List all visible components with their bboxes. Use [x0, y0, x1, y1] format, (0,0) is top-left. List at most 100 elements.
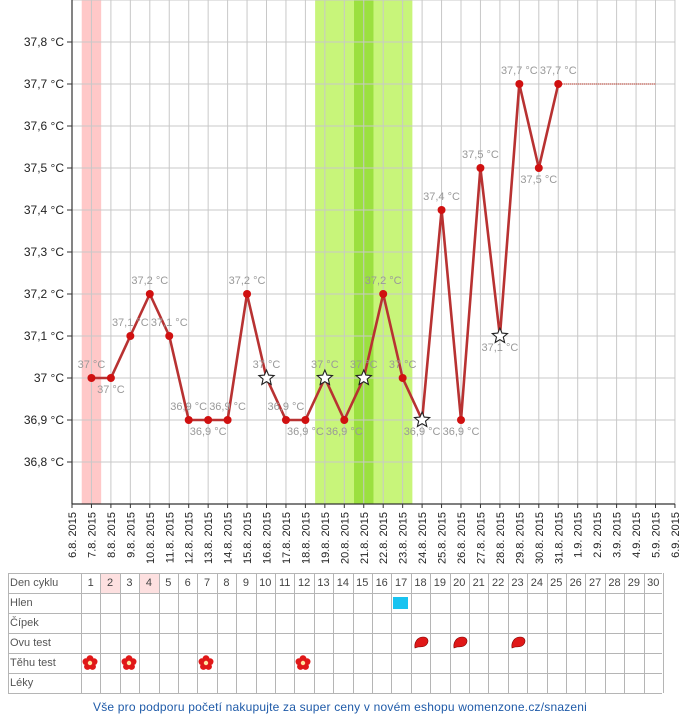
y-tick-label: 37,1 °C — [24, 329, 64, 343]
data-point — [437, 206, 446, 214]
day-number[interactable]: 27 — [588, 577, 602, 589]
table-vline — [566, 573, 567, 693]
bbt-chart: 37,8 °C 37,7 °C 37,6 °C 37,5 °C 37,4 °C 37,3 … — [24, 0, 680, 564]
table-vline — [275, 573, 276, 693]
day-number[interactable]: 23 — [511, 577, 524, 589]
data-point — [126, 332, 135, 340]
pregnancy-test-icon — [198, 655, 214, 676]
data-point-star — [315, 368, 334, 386]
x-tick-label: 7.8. 2015 — [86, 512, 98, 558]
data-label: 37,2 °C — [365, 275, 402, 287]
day-number[interactable]: 18 — [414, 577, 427, 589]
day-number[interactable]: 8 — [223, 577, 230, 589]
table-vline — [294, 573, 296, 693]
data-label: 37,4 °C — [423, 191, 460, 203]
day-number[interactable]: 2 — [107, 577, 114, 589]
x-tick-label: 9.8. 2015 — [125, 512, 137, 558]
table-vline — [585, 573, 587, 693]
day-number[interactable]: 17 — [394, 577, 408, 589]
day-number[interactable]: 3 — [126, 577, 133, 589]
table-vline — [197, 573, 199, 693]
data-label: 37,7 °C — [501, 65, 538, 77]
table-vline — [372, 573, 373, 693]
day-number[interactable]: 13 — [317, 577, 330, 589]
day-number[interactable]: 26 — [569, 577, 582, 589]
day-number[interactable]: 12 — [297, 577, 311, 589]
table-vline — [527, 573, 529, 693]
data-label: 37 °C — [97, 384, 125, 396]
row-label: Čípek — [10, 617, 39, 629]
table-vline — [236, 573, 238, 693]
data-label: 37,1 °C — [112, 317, 149, 329]
x-tick-label: 31.8. 2015 — [553, 512, 565, 564]
x-tick-label: 10.8. 2015 — [145, 512, 157, 564]
table-vline — [216, 573, 218, 693]
data-label: 37,1 °C — [151, 317, 188, 329]
x-tick-label: 26.8. 2015 — [456, 512, 468, 564]
table-hline — [8, 673, 662, 674]
day-number[interactable]: 19 — [433, 577, 446, 589]
table-vline — [333, 573, 335, 693]
data-point — [301, 416, 310, 424]
row-label: Den cyklu — [10, 577, 59, 589]
y-tick-label: 37 °C — [34, 371, 64, 385]
day-number[interactable]: 6 — [184, 577, 191, 589]
day-number[interactable]: 20 — [453, 577, 466, 589]
table-vline — [255, 573, 257, 693]
data-label: 37 °C — [253, 359, 281, 371]
data-point-star — [354, 368, 373, 386]
x-tick-label: 19.8. 2015 — [320, 512, 332, 564]
y-tick-label: 37,4 °C — [24, 203, 64, 217]
cycle-table: Den cyklu Hlen Čípek Ovu test Těhu test Léky 1… — [8, 573, 664, 694]
row-label: Ovu test — [10, 637, 51, 649]
day-number[interactable]: 1 — [87, 577, 94, 589]
day-number[interactable]: 15 — [356, 577, 369, 589]
data-label: 37 °C — [389, 359, 417, 371]
day-number[interactable]: 4 — [145, 577, 152, 589]
promo-footer-link[interactable]: Vše pro podporu početí nakupujte za supe… — [92, 700, 588, 714]
data-point-star — [257, 368, 276, 386]
day-number[interactable]: 7 — [204, 577, 211, 589]
data-label: 37,2 °C — [229, 275, 266, 287]
x-tick-label: 22.8. 2015 — [378, 512, 390, 564]
table-vline — [391, 573, 393, 693]
data-label: 36,9 °C — [443, 426, 480, 438]
day-number[interactable]: 30 — [647, 577, 660, 589]
table-vline — [313, 573, 315, 693]
x-tick-label: 11.8. 2015 — [164, 512, 176, 563]
day-number[interactable]: 25 — [550, 577, 563, 589]
day-number[interactable]: 24 — [530, 577, 543, 589]
data-point — [165, 332, 174, 340]
data-label: 37,7 °C — [540, 65, 577, 77]
data-point — [534, 164, 543, 172]
x-tick-label: 28.8. 2015 — [495, 512, 507, 564]
data-point — [223, 416, 232, 424]
table-vline — [546, 573, 548, 693]
day-number[interactable]: 28 — [608, 577, 621, 589]
day-number[interactable]: 9 — [242, 577, 249, 589]
data-label: 36,9 °C — [209, 401, 246, 413]
day-number[interactable]: 5 — [165, 577, 172, 589]
table-hline — [8, 593, 662, 594]
x-tick-label: 30.8. 2015 — [534, 512, 546, 564]
y-tick-label: 37,3 °C — [24, 245, 64, 259]
data-point — [398, 374, 407, 382]
x-tick-label: 29.8. 2015 — [514, 512, 526, 564]
table-hline — [8, 653, 662, 654]
day-number[interactable]: 22 — [491, 577, 505, 589]
table-vline — [624, 573, 626, 693]
row-label: Léky — [10, 677, 34, 689]
table-hline — [8, 693, 662, 694]
day-number[interactable]: 16 — [375, 577, 388, 589]
day-number[interactable]: 11 — [278, 577, 291, 589]
day-number[interactable]: 10 — [259, 577, 272, 589]
x-tick-label: 25.8. 2015 — [437, 512, 449, 564]
day-number[interactable]: 29 — [627, 577, 640, 589]
x-tick-label: 16.8. 2015 — [262, 512, 274, 564]
x-tick-label: 17.8. 2015 — [281, 512, 293, 564]
day-number[interactable]: 14 — [336, 577, 349, 589]
table-vline — [488, 573, 490, 693]
day-number[interactable]: 21 — [472, 577, 485, 589]
table-vline — [100, 573, 102, 693]
day-highlight — [139, 573, 159, 593]
